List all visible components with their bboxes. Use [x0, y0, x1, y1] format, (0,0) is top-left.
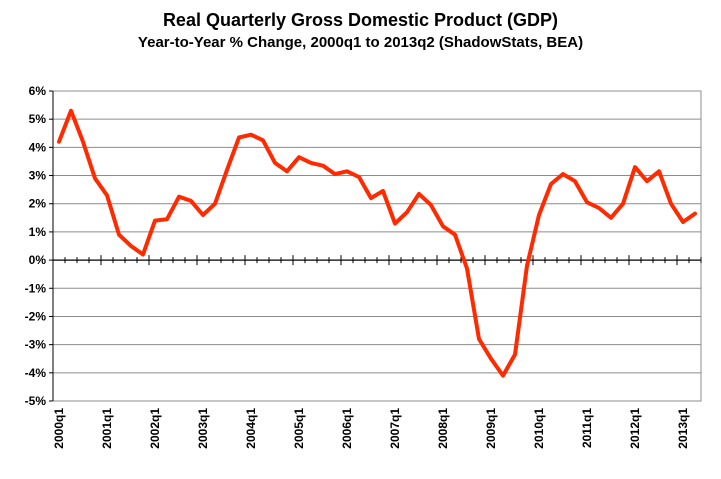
- data-point: [309, 161, 313, 165]
- x-tick-label: 2000q1: [52, 408, 66, 449]
- data-point: [153, 219, 157, 223]
- data-point: [57, 140, 61, 144]
- data-point: [633, 165, 637, 169]
- x-tick-label: 2010q1: [532, 408, 546, 449]
- data-point: [669, 202, 673, 206]
- data-point: [261, 138, 265, 142]
- data-point: [381, 189, 385, 193]
- data-point: [417, 192, 421, 196]
- data-point: [273, 161, 277, 165]
- data-point: [201, 213, 205, 217]
- y-tick-label: -1%: [25, 281, 47, 295]
- data-point: [453, 233, 457, 237]
- x-tick-label: 2001q1: [100, 408, 114, 449]
- data-point: [573, 179, 577, 183]
- y-tick-label: 1%: [29, 225, 47, 239]
- data-point: [525, 264, 529, 268]
- x-tick-label: 2012q1: [628, 408, 642, 449]
- data-point: [597, 206, 601, 210]
- data-point: [513, 353, 517, 356]
- x-tick-label: 2005q1: [292, 408, 306, 449]
- x-tick-label: 2002q1: [148, 408, 162, 449]
- data-point: [321, 164, 325, 168]
- series-group: [57, 108, 697, 378]
- data-point: [429, 203, 433, 207]
- y-tick-label: 4%: [29, 140, 47, 154]
- data-point: [681, 220, 685, 224]
- axes: [49, 90, 702, 402]
- x-tick-label: 2007q1: [388, 408, 402, 449]
- y-tick-label: 3%: [29, 169, 47, 183]
- data-point: [609, 216, 613, 220]
- data-point: [129, 244, 133, 248]
- x-axis-tick-labels: 2000q1 2001q1 2002q1 2003q1 2004q1 2005q1 2006…: [52, 408, 690, 449]
- data-point: [105, 193, 109, 197]
- x-tick-label: 2008q1: [436, 408, 450, 449]
- y-tick-label: -3%: [25, 338, 47, 352]
- data-point: [189, 199, 193, 203]
- x-tick-label: 2009q1: [484, 408, 498, 449]
- x-tick-label: 2004q1: [244, 408, 258, 449]
- series-line-gdp: [57, 108, 697, 378]
- data-point: [405, 210, 409, 214]
- y-tick-label: -4%: [25, 366, 47, 380]
- y-tick-label: -5%: [25, 394, 47, 408]
- data-point: [345, 169, 349, 173]
- data-point: [333, 172, 337, 176]
- chart-subtitle: Year-to-Year % Change, 2000q1 to 2013q2 …: [137, 34, 584, 51]
- data-point: [441, 224, 445, 228]
- data-point: [117, 233, 121, 237]
- data-point: [165, 217, 169, 221]
- data-point: [177, 195, 181, 199]
- data-point: [297, 155, 301, 159]
- x-tick-label: 2013q1: [676, 408, 690, 449]
- data-point: [285, 169, 289, 173]
- data-point: [693, 212, 697, 216]
- x-tick-label: 2003q1: [196, 408, 210, 449]
- y-axis-tick-labels: -5% -4% -3% -2% -1% 0% 1% 2% 3% 4% 5% 6%: [25, 84, 47, 408]
- data-point: [561, 172, 565, 176]
- data-point: [81, 140, 85, 144]
- data-point: [645, 179, 649, 183]
- data-point: [585, 200, 589, 204]
- data-point: [357, 175, 361, 179]
- data-point: [621, 202, 625, 206]
- data-point: [489, 357, 493, 361]
- data-point: [69, 109, 73, 113]
- data-point: [549, 182, 553, 186]
- data-point: [93, 176, 97, 180]
- data-point: [465, 267, 469, 270]
- y-tick-label: 6%: [29, 84, 47, 98]
- data-point: [369, 196, 373, 200]
- data-point: [657, 169, 661, 173]
- data-point: [537, 213, 541, 217]
- chart-title: Real Quarterly Gross Domestic Product (G…: [162, 10, 559, 30]
- x-tick-label: 2006q1: [340, 408, 354, 449]
- data-point: [477, 337, 481, 341]
- data-point: [141, 253, 145, 256]
- x-tick-label: 2011q1: [580, 408, 594, 448]
- data-point: [393, 222, 397, 225]
- data-point: [225, 168, 229, 172]
- y-tick-label: 5%: [29, 112, 47, 126]
- data-point: [213, 202, 217, 206]
- y-tick-label: 2%: [29, 197, 47, 211]
- data-point: [237, 136, 241, 139]
- data-point: [501, 374, 505, 378]
- data-point: [249, 133, 253, 137]
- plot-area: [53, 91, 701, 401]
- y-tick-label: -2%: [25, 309, 47, 323]
- y-tick-label: 0%: [29, 253, 47, 267]
